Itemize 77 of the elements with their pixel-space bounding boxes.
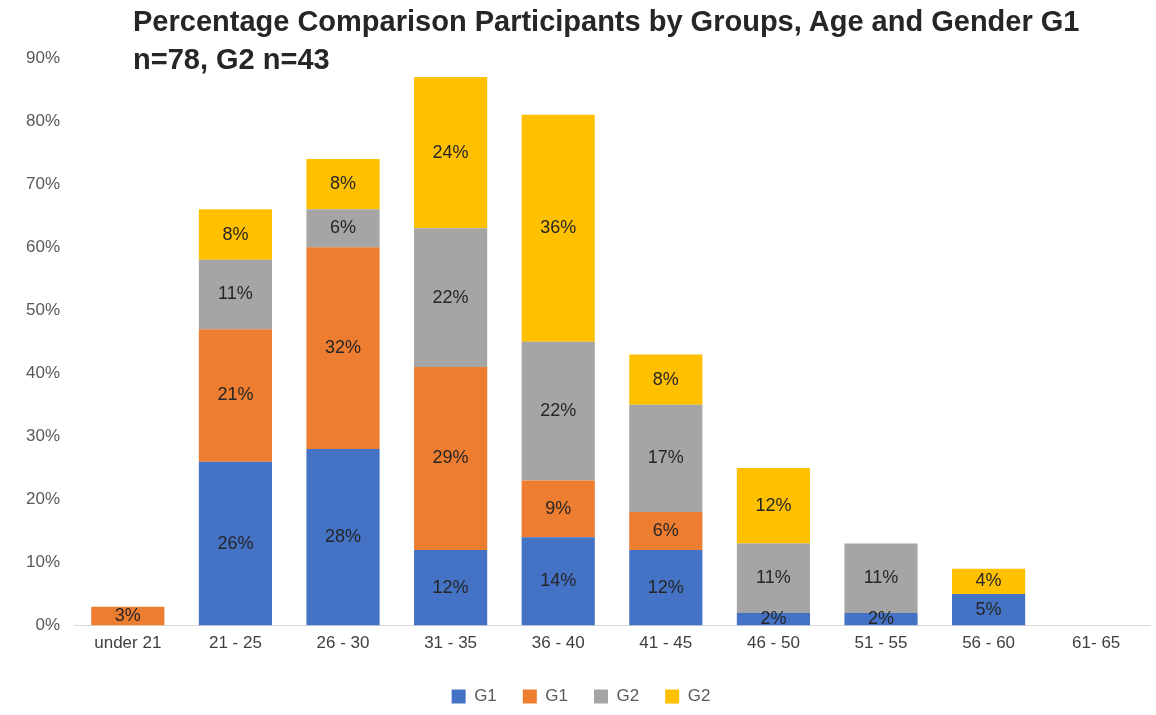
y-tick-label: 0% bbox=[35, 615, 61, 635]
legend-label: G2 bbox=[616, 686, 640, 706]
data-label: 14% bbox=[540, 570, 577, 591]
y-tick-label: 60% bbox=[25, 236, 61, 256]
data-label: 11% bbox=[218, 283, 253, 304]
data-label: 24% bbox=[432, 141, 469, 162]
bar bbox=[629, 549, 703, 626]
data-label: 11% bbox=[863, 567, 899, 588]
data-label: 6% bbox=[652, 519, 679, 540]
bar bbox=[306, 449, 380, 626]
y-tick-label: 50% bbox=[25, 299, 61, 319]
data-label: 12% bbox=[755, 494, 792, 515]
data-label: 22% bbox=[432, 286, 469, 307]
x-tick-label: 56 - 60 bbox=[962, 633, 1016, 653]
data-label: 6% bbox=[330, 217, 357, 238]
x-tick-label: 21 - 25 bbox=[208, 633, 262, 653]
data-label: 28% bbox=[325, 526, 362, 547]
bar bbox=[521, 114, 595, 342]
data-label: 8% bbox=[222, 223, 249, 244]
bar bbox=[306, 209, 380, 248]
x-tick-label: 46 - 50 bbox=[746, 633, 800, 653]
x-tick-label: 41 - 45 bbox=[639, 633, 693, 653]
data-label: 3% bbox=[114, 605, 141, 626]
data-label: 2% bbox=[760, 608, 787, 629]
bar bbox=[414, 76, 488, 229]
data-label: 36% bbox=[540, 217, 577, 238]
bar bbox=[736, 543, 810, 613]
data-label: 32% bbox=[325, 337, 362, 358]
bar bbox=[521, 480, 595, 538]
data-label: 17% bbox=[647, 447, 684, 468]
bar bbox=[629, 354, 703, 405]
bar bbox=[521, 341, 595, 481]
legend-label: G1 bbox=[474, 686, 497, 706]
bar bbox=[198, 461, 272, 626]
bar bbox=[952, 594, 1026, 626]
data-label: 9% bbox=[545, 497, 572, 518]
data-label: 8% bbox=[652, 368, 679, 389]
bar bbox=[736, 467, 810, 544]
bar bbox=[629, 404, 703, 513]
chart-title: Percentage Comparison Participants by Groups, Age and Gender G1 n=78, G2 n=43 bbox=[133, 4, 1081, 77]
data-label: 12% bbox=[432, 576, 469, 597]
legend-label: G1 bbox=[545, 686, 569, 706]
bar bbox=[414, 367, 488, 550]
bar bbox=[306, 247, 380, 450]
y-tick-label: 80% bbox=[25, 110, 61, 130]
y-tick-label: 20% bbox=[25, 489, 61, 509]
data-label: 11% bbox=[756, 567, 791, 588]
bar bbox=[414, 228, 488, 368]
x-tick-label: 61- 65 bbox=[1072, 633, 1121, 653]
legend-label: G2 bbox=[687, 686, 711, 706]
bar bbox=[198, 209, 272, 260]
x-tick-label: 36 - 40 bbox=[531, 633, 585, 653]
data-label: 5% bbox=[975, 598, 1002, 619]
data-label: 29% bbox=[432, 447, 469, 468]
y-tick-label: 90% bbox=[25, 47, 61, 67]
data-label: 8% bbox=[330, 173, 357, 194]
bar bbox=[629, 512, 703, 550]
x-tick-label: 26 - 30 bbox=[316, 633, 370, 653]
data-label: 12% bbox=[647, 576, 684, 597]
bar bbox=[198, 329, 272, 462]
data-label: 26% bbox=[217, 532, 254, 553]
bar bbox=[844, 543, 918, 613]
bar bbox=[306, 158, 380, 210]
y-tick-label: 40% bbox=[25, 363, 61, 383]
y-tick-label: 30% bbox=[25, 426, 61, 446]
bar bbox=[198, 259, 272, 330]
y-tick-label: 70% bbox=[25, 173, 61, 193]
y-tick-label: 10% bbox=[25, 552, 61, 572]
x-tick-label: under 21 bbox=[94, 633, 162, 653]
bar bbox=[414, 549, 488, 626]
data-label: 21% bbox=[217, 384, 254, 405]
data-label: 4% bbox=[975, 570, 1002, 591]
data-label: 22% bbox=[540, 400, 577, 421]
data-label: 2% bbox=[868, 608, 895, 629]
x-tick-label: 51 - 55 bbox=[854, 633, 908, 653]
x-tick-label: 31 - 35 bbox=[424, 633, 478, 653]
bar bbox=[521, 537, 595, 626]
